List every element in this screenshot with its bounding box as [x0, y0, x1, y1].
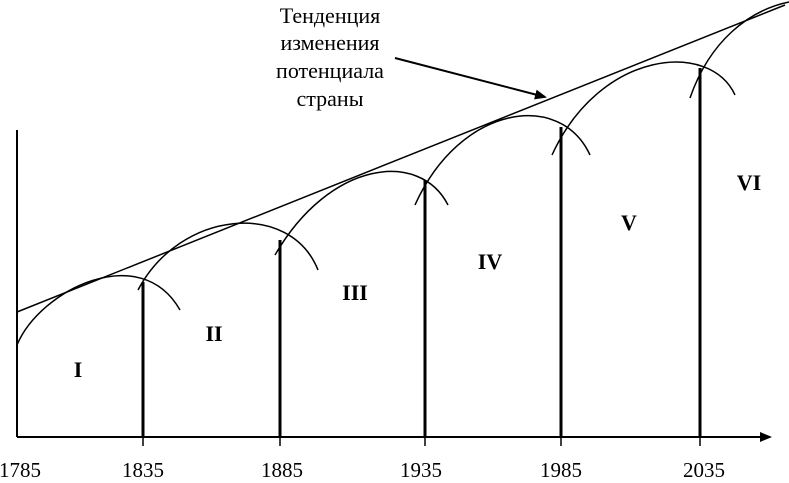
tick-label-1785: 1785: [0, 458, 41, 482]
wave-curve-4: [414, 114, 591, 206]
trend-line: [16, 4, 786, 313]
wave-label-6: VI: [737, 170, 761, 195]
wave-curve-2: [137, 222, 319, 291]
tick-label-2035: 2035: [683, 458, 725, 482]
wave-label-2: II: [205, 321, 222, 346]
title-line-3: потенциала: [276, 58, 384, 83]
title-line-2: изменения: [280, 30, 379, 55]
tick-label-1985: 1985: [540, 458, 582, 482]
title-line-4: страны: [297, 86, 364, 111]
wave-label-5: V: [621, 210, 637, 235]
wave-label-4: IV: [478, 249, 503, 274]
x-axis-tick-marks: [142, 437, 701, 446]
wave-curve-6: [689, 1, 789, 99]
tick-label-1835: 1835: [122, 458, 164, 482]
wave-label-3: III: [342, 280, 368, 305]
wave-curve-3: [274, 170, 449, 256]
wave-curve-1: [16, 275, 181, 346]
wave-curve-5: [551, 61, 736, 156]
title-line-1: Тенденция: [280, 3, 381, 28]
tick-label-1935: 1935: [400, 458, 442, 482]
trend-pointer-arrow: [394, 57, 547, 100]
tick-label-1885: 1885: [261, 458, 303, 482]
wave-label-1: I: [74, 357, 83, 382]
